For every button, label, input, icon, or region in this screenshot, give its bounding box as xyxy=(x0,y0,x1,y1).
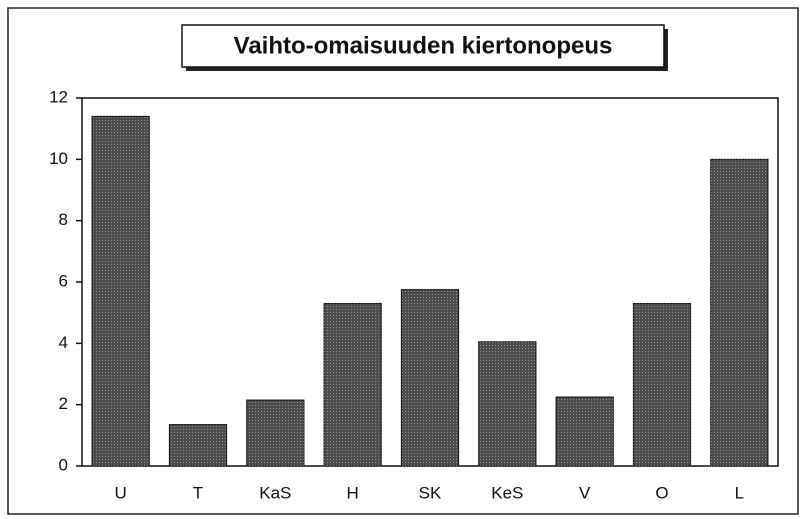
bar-texture xyxy=(401,289,459,466)
bar-texture xyxy=(478,341,536,466)
x-tick-label: O xyxy=(655,483,668,502)
bar-texture xyxy=(246,400,304,466)
bar-texture xyxy=(710,159,768,467)
x-tick-label: V xyxy=(579,483,591,502)
y-tick-label: 8 xyxy=(59,210,68,229)
x-tick-label: U xyxy=(115,483,127,502)
bar-texture xyxy=(633,303,691,466)
x-tick-label: KaS xyxy=(259,483,291,502)
y-tick-label: 0 xyxy=(59,455,68,474)
x-tick-label: KeS xyxy=(491,483,523,502)
x-tick-label: L xyxy=(735,483,744,502)
bar-texture xyxy=(92,116,150,467)
bar-texture xyxy=(556,397,614,466)
x-tick-label: T xyxy=(193,483,203,502)
frame xyxy=(7,7,799,515)
y-tick-label: 10 xyxy=(49,149,68,168)
y-tick-label: 6 xyxy=(59,271,68,290)
title-box xyxy=(181,24,665,68)
y-tick-label: 4 xyxy=(59,333,68,352)
y-tick-label: 2 xyxy=(59,394,68,413)
x-tick-label: SK xyxy=(419,483,442,502)
chart-title: Vaihto-omaisuuden kiertonopeus xyxy=(234,32,613,59)
bar-texture xyxy=(169,424,227,466)
bar-texture xyxy=(324,303,382,466)
x-tick-label: H xyxy=(347,483,359,502)
y-tick-label: 12 xyxy=(49,87,68,106)
